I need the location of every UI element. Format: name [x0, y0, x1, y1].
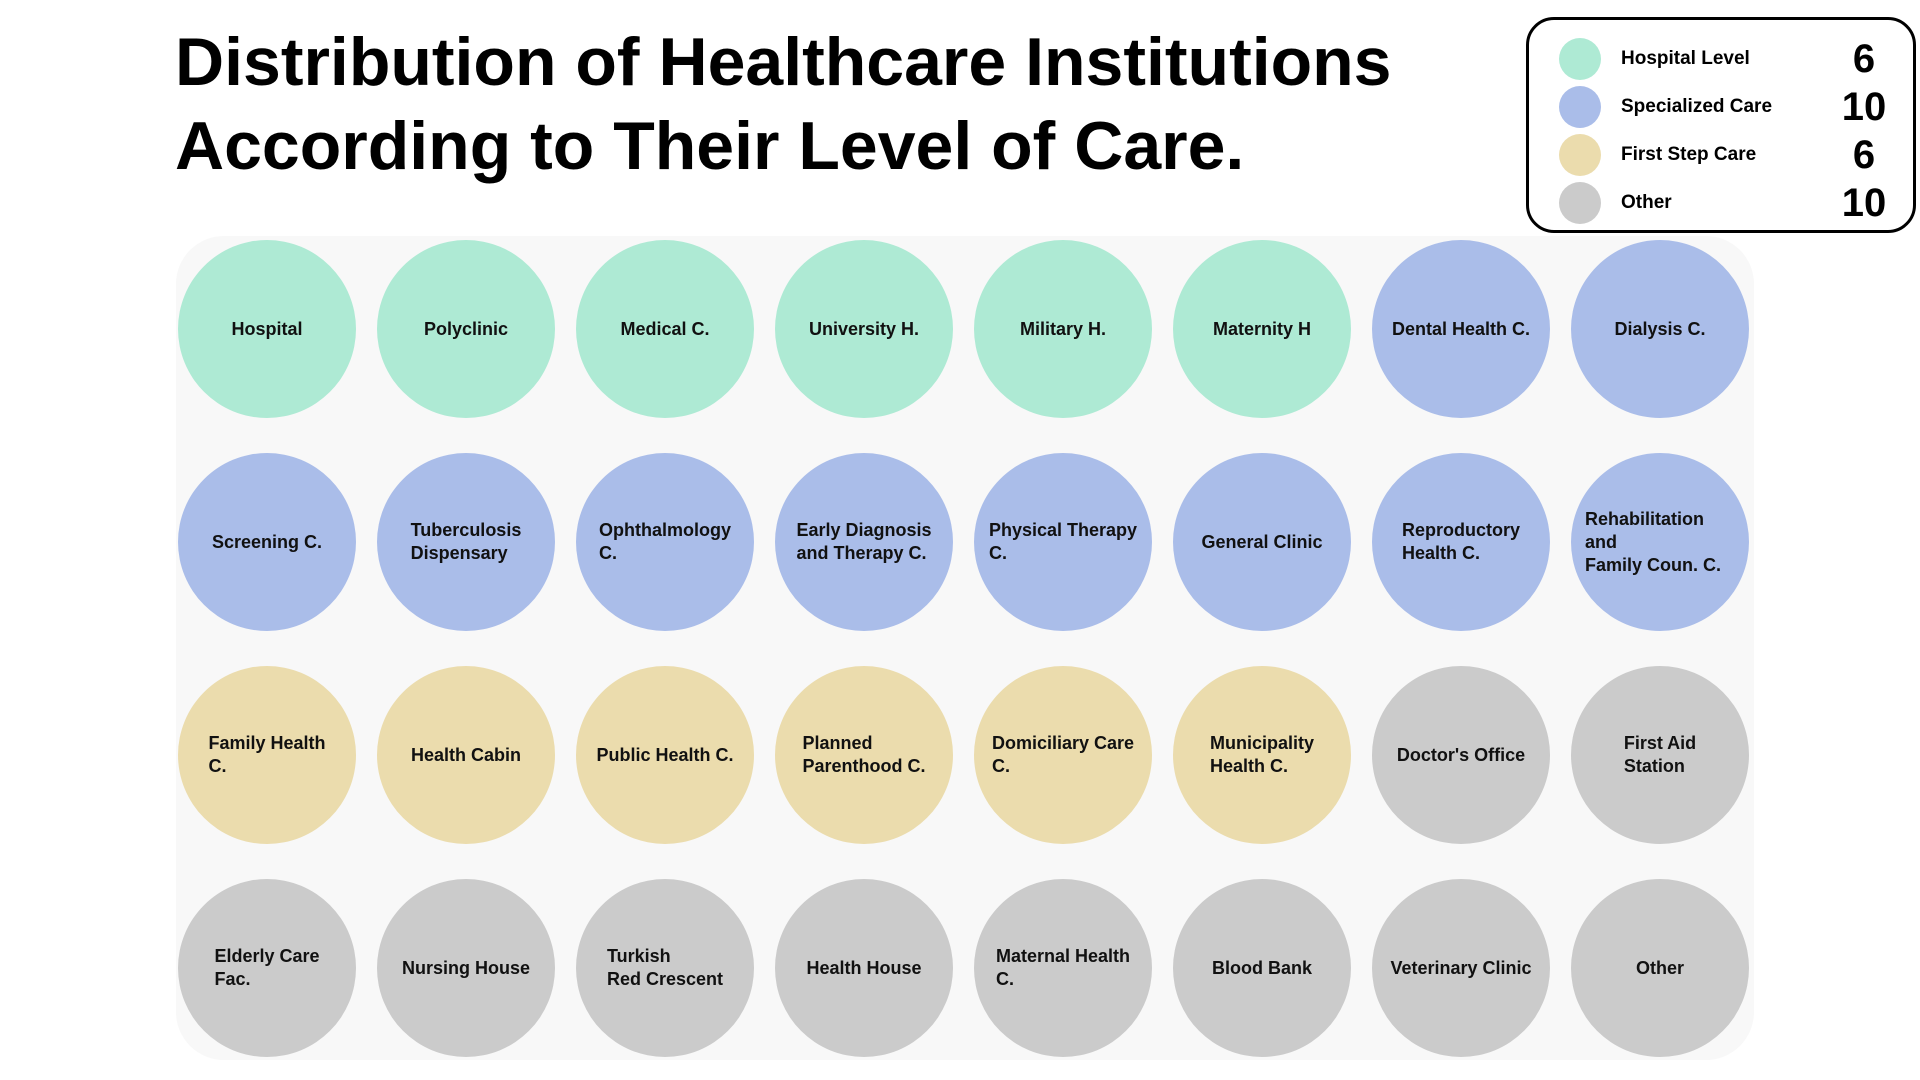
institution-node: University H.	[775, 240, 953, 418]
institution-node: Domiciliary Care C.	[974, 666, 1152, 844]
institution-node: Family Health C.	[178, 666, 356, 844]
legend-count: 6	[1852, 37, 1876, 81]
institution-node: Blood Bank	[1173, 879, 1351, 1057]
institution-node: Maternal Health C.	[974, 879, 1152, 1057]
title-line-2: According to Their Level of Care.	[175, 108, 1245, 184]
institution-label: Doctor's Office	[1396, 744, 1526, 765]
institution-label: Nursing House	[401, 957, 530, 978]
institution-node: Ophthalmology C.	[576, 453, 754, 631]
institution-node: Turkish Red Crescent	[576, 879, 754, 1057]
institution-label: Health Cabin	[410, 744, 521, 765]
institution-label: Other	[1635, 957, 1684, 978]
legend-swatch-specialized-care	[1559, 86, 1601, 128]
institution-label: Maternal Health C.	[995, 946, 1131, 989]
title-line-1: Distribution of Healthcare Institutions	[175, 24, 1392, 100]
legend-swatch-first-step-care	[1559, 134, 1601, 176]
institution-label: Domiciliary Care C.	[991, 733, 1135, 776]
institution-label: Planned Parenthood C.	[802, 733, 926, 776]
institution-node: Public Health C.	[576, 666, 754, 844]
institution-label: Tuberculosis Dispensary	[410, 520, 522, 563]
legend-count: 10	[1841, 85, 1887, 129]
institution-label: Blood Bank	[1211, 957, 1312, 978]
institution-label: University H.	[808, 318, 920, 339]
legend-swatch-hospital-level	[1559, 38, 1601, 80]
institution-label: Turkish Red Crescent	[606, 946, 724, 989]
institution-node: Hospital	[178, 240, 356, 418]
legend-swatch-other	[1559, 182, 1601, 224]
institution-label: Veterinary Clinic	[1390, 957, 1532, 978]
institution-node: General Clinic	[1173, 453, 1351, 631]
institution-label: Early Diagnosis and Therapy C.	[796, 520, 932, 563]
institution-node: Other	[1571, 879, 1749, 1057]
institution-node: Health House	[775, 879, 953, 1057]
institution-label: Ophthalmology C.	[599, 520, 731, 563]
institution-node: Reproductory Health C.	[1372, 453, 1550, 631]
institution-node: Municipality Health C.	[1173, 666, 1351, 844]
legend: Hospital Level 6 Specialized Care 10 Fir…	[1526, 17, 1916, 233]
institution-label: Reproductory Health C.	[1401, 520, 1520, 563]
institution-node: Screening C.	[178, 453, 356, 631]
institution-node: Doctor's Office	[1372, 666, 1550, 844]
institution-label: Health House	[806, 957, 922, 978]
institution-node: Veterinary Clinic	[1372, 879, 1550, 1057]
institution-node: Military H.	[974, 240, 1152, 418]
legend-count: 10	[1841, 181, 1887, 225]
legend-label: Specialized Care	[1621, 96, 1773, 117]
institution-label: Physical Therapy C.	[988, 520, 1138, 563]
institution-label: General Clinic	[1201, 531, 1323, 552]
institution-node: Medical C.	[576, 240, 754, 418]
institution-node: Early Diagnosis and Therapy C.	[775, 453, 953, 631]
legend-item-hospital-level: Hospital Level 6	[1559, 37, 1899, 81]
institution-node: Health Cabin	[377, 666, 555, 844]
institution-node: Dental Health C.	[1372, 240, 1550, 418]
institution-label: Screening C.	[211, 531, 323, 552]
legend-item-specialized-care: Specialized Care 10	[1559, 85, 1899, 129]
legend-label: Other	[1621, 192, 1672, 213]
institution-label: Dental Health C.	[1391, 318, 1531, 339]
institution-node: Dialysis C.	[1571, 240, 1749, 418]
legend-item-first-step-care: First Step Care 6	[1559, 133, 1899, 177]
page-title: Distribution of Healthcare Institutions …	[175, 20, 1425, 188]
institution-node: Tuberculosis Dispensary	[377, 453, 555, 631]
institution-label: Family Health C.	[208, 733, 326, 776]
legend-item-other: Other 10	[1559, 181, 1899, 225]
institution-label: Public Health C.	[596, 744, 734, 765]
institution-node: Polyclinic	[377, 240, 555, 418]
institution-node: Maternity H	[1173, 240, 1351, 418]
institution-grid: Hospital Polyclinic Medical C. University H…	[176, 236, 1754, 1060]
institution-label: First Aid Station	[1623, 733, 1697, 776]
institution-node: Nursing House	[377, 879, 555, 1057]
institution-label: Medical C.	[620, 318, 710, 339]
institution-node: Rehabilitation and Family Coun. C.	[1571, 453, 1749, 631]
legend-label: First Step Care	[1621, 144, 1757, 165]
institution-node: First Aid Station	[1571, 666, 1749, 844]
legend-count: 6	[1852, 133, 1876, 177]
institution-node: Planned Parenthood C.	[775, 666, 953, 844]
institution-label: Elderly Care Fac.	[214, 946, 320, 989]
institution-node: Elderly Care Fac.	[178, 879, 356, 1057]
institution-label: Polyclinic	[423, 318, 509, 339]
institution-label: Maternity H	[1212, 318, 1311, 339]
institution-label: Dialysis C.	[1614, 318, 1706, 339]
institution-label: Hospital	[231, 318, 303, 339]
institution-node: Physical Therapy C.	[974, 453, 1152, 631]
legend-label: Hospital Level	[1621, 48, 1750, 69]
institution-label: Municipality Health C.	[1209, 733, 1314, 776]
institution-label: Military H.	[1019, 318, 1107, 339]
institution-label: Rehabilitation and Family Coun. C.	[1585, 508, 1722, 575]
